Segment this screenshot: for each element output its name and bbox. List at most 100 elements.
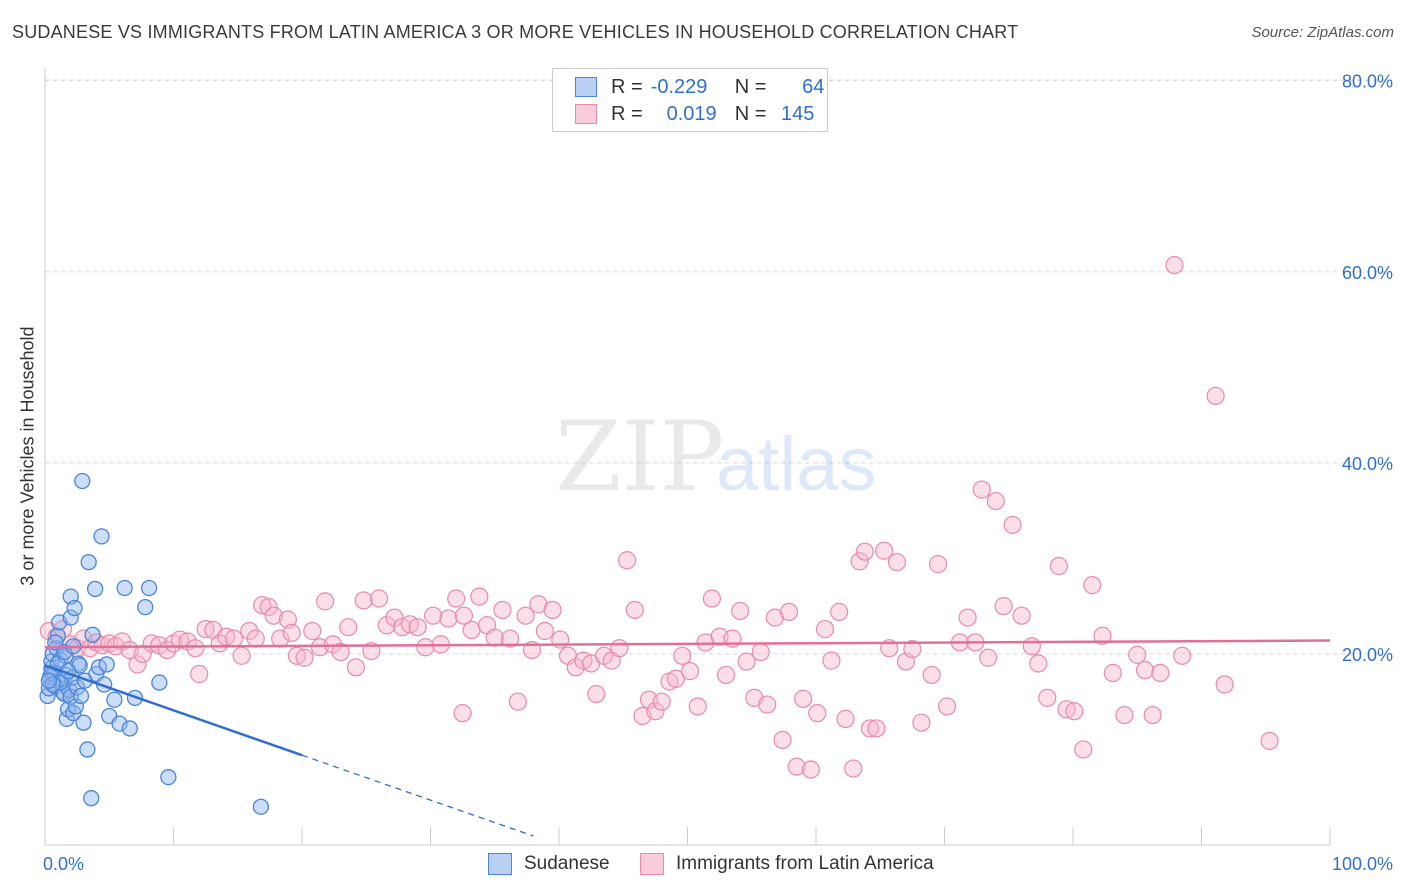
data-point bbox=[1135, 661, 1155, 680]
data-point bbox=[850, 552, 869, 571]
data-point bbox=[454, 606, 474, 625]
data-point bbox=[264, 606, 283, 625]
data-point bbox=[958, 608, 977, 627]
source-note: Source: ZipAtlas.com bbox=[1251, 24, 1394, 41]
data-point bbox=[98, 656, 115, 673]
data-point bbox=[278, 610, 297, 629]
data-point bbox=[867, 719, 886, 738]
y-tick-label: 40.0% bbox=[1342, 454, 1393, 474]
data-point bbox=[79, 741, 96, 758]
data-point bbox=[447, 589, 466, 608]
data-point bbox=[1065, 702, 1084, 721]
trend-line-sudanese bbox=[44, 664, 303, 757]
legend-label: Immigrants from Latin America bbox=[676, 853, 934, 874]
chart-title: SUDANESE VS IMMIGRANTS FROM LATIN AMERIC… bbox=[12, 22, 1019, 42]
data-point bbox=[1029, 654, 1048, 673]
data-point bbox=[666, 669, 686, 688]
data-point bbox=[111, 715, 128, 732]
data-point bbox=[316, 592, 335, 611]
n-label: N = bbox=[734, 102, 767, 125]
data-point bbox=[1151, 663, 1170, 683]
legend-row-latin-america: R = 0.019 N = 145 bbox=[575, 101, 814, 127]
data-point bbox=[1260, 731, 1279, 750]
legend-row-sudanese: R = -0.229 N = 64 bbox=[575, 74, 824, 100]
x-tick-label: 0.0% bbox=[43, 854, 84, 874]
data-point bbox=[860, 719, 880, 738]
data-point bbox=[986, 491, 1006, 511]
data-point bbox=[190, 664, 209, 684]
data-point bbox=[652, 692, 671, 711]
data-point bbox=[93, 636, 112, 655]
watermark-zip: ZIP bbox=[555, 401, 724, 513]
data-point bbox=[295, 648, 314, 667]
data-point bbox=[72, 687, 90, 705]
data-point bbox=[972, 480, 991, 499]
data-point bbox=[779, 602, 799, 621]
data-point bbox=[196, 619, 215, 639]
data-point bbox=[787, 757, 806, 776]
data-point bbox=[186, 639, 205, 658]
n-label: N = bbox=[734, 75, 767, 98]
data-point bbox=[453, 704, 472, 723]
data-point bbox=[673, 646, 692, 665]
data-point bbox=[106, 691, 123, 708]
data-point bbox=[625, 600, 644, 620]
data-point bbox=[516, 606, 535, 625]
data-point bbox=[408, 618, 427, 637]
data-point bbox=[801, 760, 820, 779]
data-point bbox=[1115, 705, 1134, 725]
data-point bbox=[303, 621, 322, 641]
data-point bbox=[922, 665, 941, 685]
data-point bbox=[1038, 688, 1057, 707]
data-point bbox=[485, 628, 504, 647]
data-point bbox=[377, 616, 396, 635]
data-point bbox=[1206, 386, 1225, 406]
data-point bbox=[1003, 515, 1022, 535]
data-point bbox=[40, 672, 58, 689]
data-point bbox=[912, 713, 931, 732]
data-point bbox=[354, 591, 373, 610]
data-point bbox=[128, 655, 147, 674]
data-point bbox=[979, 648, 998, 667]
data-point bbox=[439, 609, 458, 628]
data-point bbox=[339, 618, 358, 637]
data-point bbox=[543, 600, 562, 620]
data-point bbox=[646, 702, 665, 721]
data-point bbox=[680, 662, 700, 681]
watermark-atlas: atlas bbox=[716, 422, 877, 507]
blue-swatch bbox=[488, 853, 512, 875]
data-point bbox=[66, 599, 83, 617]
data-point bbox=[331, 642, 350, 662]
correlation-legend: R = -0.229 N = 64 R = 0.019 N = 145 bbox=[552, 68, 828, 132]
watermark: ZIP atlas bbox=[555, 401, 877, 513]
data-point bbox=[323, 635, 342, 654]
data-point bbox=[1143, 705, 1162, 725]
data-point bbox=[210, 634, 229, 653]
gridlines bbox=[45, 79, 1392, 655]
data-point bbox=[1093, 626, 1112, 645]
data-point bbox=[282, 623, 301, 642]
data-point bbox=[875, 541, 894, 560]
data-point bbox=[493, 600, 512, 620]
data-point bbox=[160, 769, 177, 786]
y-tick-label: 80.0% bbox=[1342, 72, 1393, 92]
data-point bbox=[1103, 663, 1122, 683]
data-point bbox=[937, 697, 957, 716]
trend-line-sudanese-extension bbox=[301, 754, 534, 837]
data-point bbox=[535, 621, 554, 641]
blue-swatch bbox=[575, 77, 597, 97]
data-point bbox=[462, 620, 481, 640]
data-point bbox=[702, 589, 722, 608]
y-tick-label: 60.0% bbox=[1342, 263, 1393, 283]
axes bbox=[44, 68, 1331, 846]
data-point bbox=[618, 551, 637, 570]
data-point bbox=[470, 587, 489, 606]
data-point bbox=[232, 646, 251, 665]
n-value: 64 bbox=[802, 75, 825, 98]
data-point bbox=[1128, 645, 1147, 664]
data-point bbox=[121, 720, 138, 737]
data-point bbox=[1012, 606, 1031, 625]
data-point bbox=[75, 714, 92, 731]
data-point bbox=[1022, 637, 1041, 656]
data-point bbox=[830, 602, 849, 621]
